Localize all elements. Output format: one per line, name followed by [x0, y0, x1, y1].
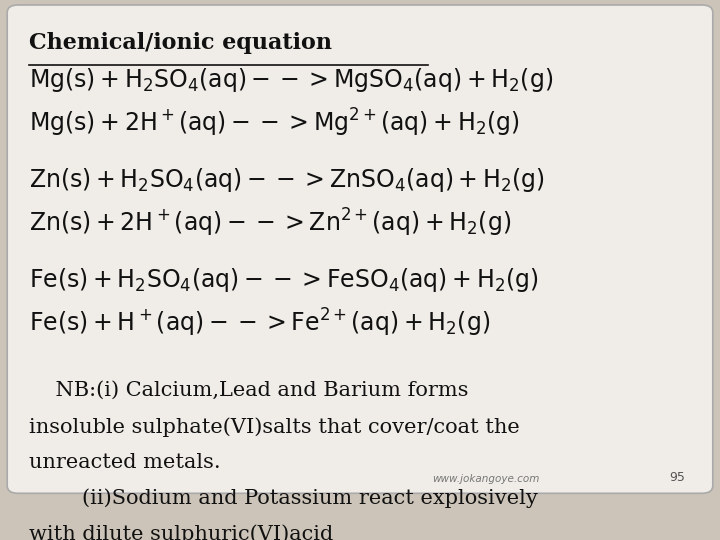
FancyBboxPatch shape	[7, 5, 713, 494]
Text: insoluble sulphate(VI)salts that cover/coat the: insoluble sulphate(VI)salts that cover/c…	[29, 417, 520, 437]
Text: $\mathregular{Zn(s) +   2H^+(aq)  -->   Zn^{2+} (aq)  + H_2(g)}$: $\mathregular{Zn(s) + 2H^+(aq) --> Zn^{2…	[29, 207, 511, 239]
Text: 95: 95	[670, 471, 685, 484]
Text: www.jokangoye.com: www.jokangoye.com	[432, 474, 539, 484]
Text: $\mathregular{Fe(s) +  H_2SO_4(aq)  -->   FeSO_4(aq)  + H_2(g)}$: $\mathregular{Fe(s) + H_2SO_4(aq) --> Fe…	[29, 266, 539, 294]
Text: $\mathregular{Mg(s) +  H_2SO_4(aq)  -->   MgSO_4(aq)  + H_2(g)}$: $\mathregular{Mg(s) + H_2SO_4(aq) --> Mg…	[29, 66, 553, 94]
Text: $\mathregular{Fe(s) +  H^+(aq)  -->   Fe^{2+} (aq)  + H_2(g)}$: $\mathregular{Fe(s) + H^+(aq) --> Fe^{2+…	[29, 307, 490, 339]
Text: $\mathregular{Zn(s) +  H_2SO_4(aq)  -->   ZnSO_4(aq)  + H_2(g)}$: $\mathregular{Zn(s) + H_2SO_4(aq) --> Zn…	[29, 166, 544, 194]
Text: NB:(i) Calcium,Lead and Barium forms: NB:(i) Calcium,Lead and Barium forms	[29, 381, 468, 400]
Text: unreacted metals.: unreacted metals.	[29, 453, 220, 472]
Text: with dilute sulphuric(VI)acid: with dilute sulphuric(VI)acid	[29, 525, 333, 540]
Text: (ii)Sodium and Potassium react explosively: (ii)Sodium and Potassium react explosive…	[29, 489, 538, 509]
Text: Chemical/ionic equation: Chemical/ionic equation	[29, 32, 332, 55]
Text: $\mathregular{Mg(s) +   2H^+(aq)  -->   Mg^{2+} (aq)  + H_2(g)}$: $\mathregular{Mg(s) + 2H^+(aq) --> Mg^{2…	[29, 107, 520, 139]
